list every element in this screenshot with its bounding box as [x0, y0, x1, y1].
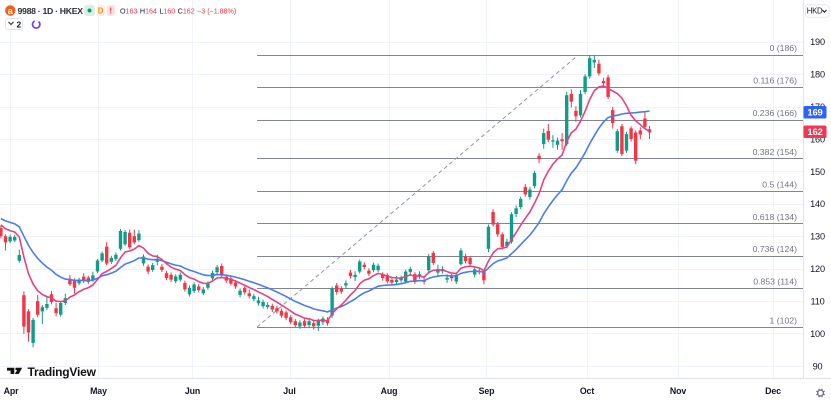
svg-text:Dec: Dec [765, 386, 781, 396]
svg-text:190: 190 [810, 37, 825, 47]
svg-text:May: May [90, 386, 107, 396]
svg-text:Aug: Aug [381, 386, 398, 396]
svg-text:Apr: Apr [4, 386, 20, 396]
svg-text:0.116 (176): 0.116 (176) [753, 76, 797, 86]
svg-text:Jul: Jul [283, 386, 295, 396]
svg-text:1 (102): 1 (102) [769, 316, 797, 326]
svg-text:110: 110 [810, 297, 824, 307]
svg-text:120: 120 [810, 264, 825, 274]
svg-text:0.736 (124): 0.736 (124) [753, 244, 798, 254]
svg-text:9988 · 1D · HKEX: 9988 · 1D · HKEX [18, 6, 84, 16]
svg-text:0.5 (144): 0.5 (144) [762, 179, 797, 189]
svg-text:HKD: HKD [807, 6, 823, 15]
svg-text:0 (186): 0 (186) [769, 43, 797, 53]
svg-text:0.853 (114): 0.853 (114) [753, 277, 797, 287]
svg-text:0.236 (166): 0.236 (166) [753, 108, 798, 118]
svg-text:150: 150 [810, 167, 825, 177]
svg-text:Sep: Sep [479, 386, 496, 396]
svg-text:a: a [8, 6, 14, 16]
svg-text:169: 169 [807, 108, 822, 119]
svg-text:160: 160 [810, 134, 825, 144]
svg-text:162: 162 [807, 127, 822, 138]
svg-text:0.618 (134): 0.618 (134) [753, 212, 798, 222]
svg-text:Oct: Oct [580, 386, 595, 396]
svg-text:130: 130 [810, 232, 825, 242]
svg-text:2: 2 [17, 20, 22, 30]
svg-text:100: 100 [810, 329, 825, 339]
svg-text:TradingView: TradingView [28, 365, 97, 379]
svg-text:Nov: Nov [670, 386, 687, 396]
svg-text:90: 90 [813, 361, 823, 371]
svg-text:0.382 (154): 0.382 (154) [753, 147, 798, 157]
svg-text:D: D [98, 7, 104, 16]
svg-text:Jun: Jun [185, 386, 200, 396]
svg-text:!: ! [109, 7, 112, 16]
svg-text:140: 140 [810, 199, 825, 209]
svg-text:180: 180 [810, 70, 825, 80]
